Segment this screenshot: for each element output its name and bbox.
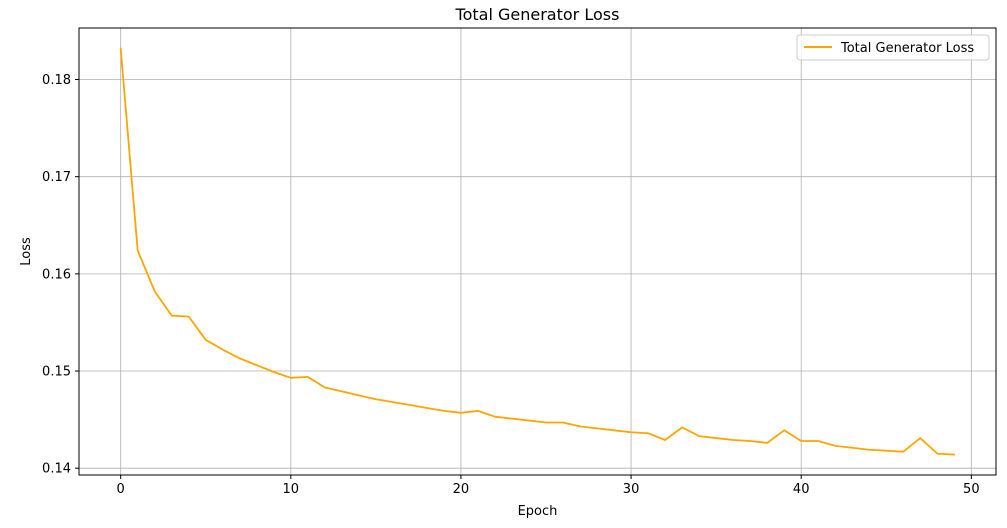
x-tick-label: 40 [793, 482, 810, 497]
legend-box [796, 34, 990, 61]
legend-entry: Total Generator Loss [840, 41, 974, 56]
chart-title: Total Generator Loss [455, 5, 620, 24]
x-tick-label: 20 [453, 482, 470, 497]
plot-area [119, 47, 956, 456]
x-tick-label: 10 [283, 482, 300, 497]
grid [79, 28, 996, 475]
legend: Total Generator Loss [796, 34, 990, 61]
y-tick-label: 0.18 [42, 73, 71, 88]
y-axis-label: Loss [19, 237, 34, 266]
y-tick-label: 0.16 [42, 267, 71, 282]
x-tick-label: 30 [623, 482, 640, 497]
series-line-0 [119, 47, 956, 456]
y-tick-label: 0.17 [42, 170, 71, 185]
x-tick-label: 0 [117, 482, 125, 497]
y-tick-label: 0.14 [42, 462, 71, 477]
y-axis-ticks: 0.14 0.15 0.16 0.17 0.18 [42, 73, 79, 477]
x-axis-label: Epoch [518, 504, 558, 519]
y-tick-label: 0.15 [42, 365, 71, 380]
plot-frame [78, 27, 997, 476]
x-axis-ticks: 0 10 20 30 40 50 [117, 475, 980, 497]
x-tick-label: 50 [963, 482, 980, 497]
